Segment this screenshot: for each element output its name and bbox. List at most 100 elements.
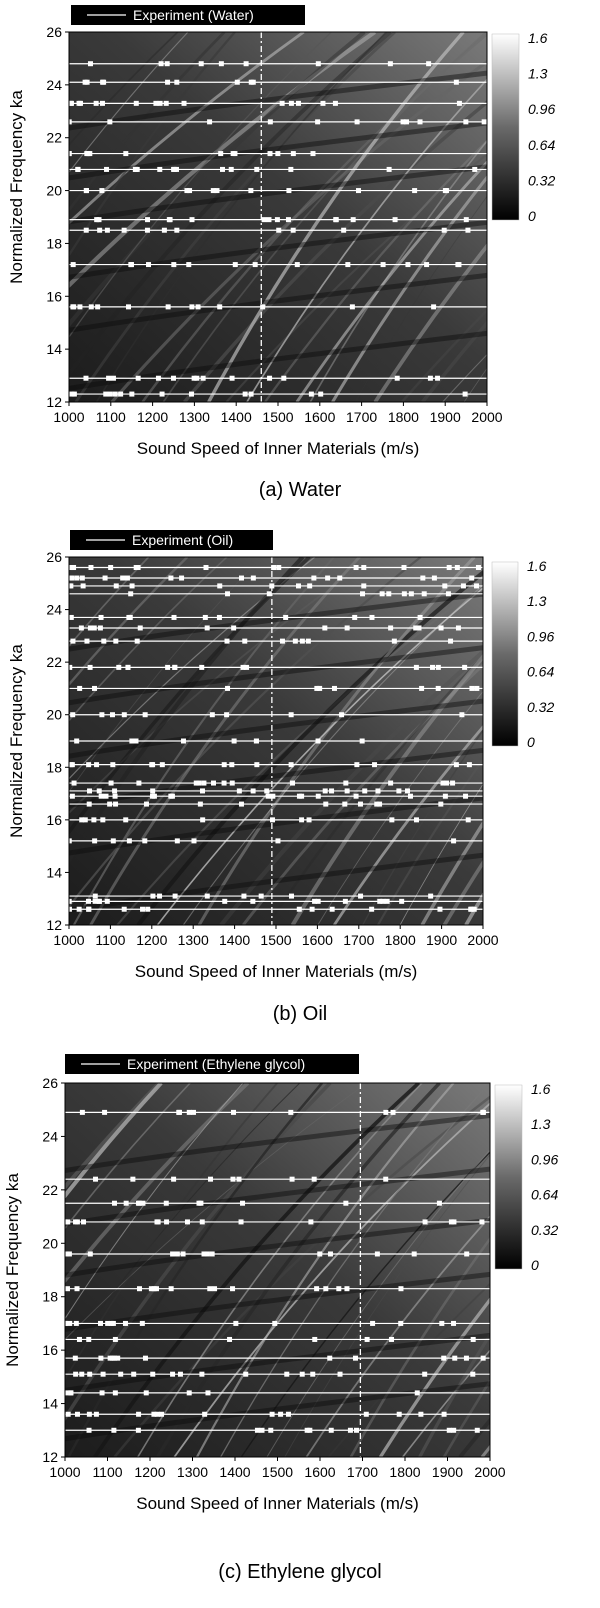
x-tick-label: 2000 [474,1464,505,1480]
experiment-marker [451,1427,457,1433]
experiment-marker [123,1200,129,1206]
experiment-marker [268,1427,274,1433]
experiment-marker [199,1371,205,1377]
experiment-marker [388,625,394,631]
experiment-marker [254,762,260,768]
experiment-marker [209,1251,215,1257]
experiment-marker [86,906,92,912]
experiment-marker [343,1200,349,1206]
experiment-marker [221,762,227,768]
experiment-marker [422,1371,428,1377]
experiment-marker [250,898,256,904]
experiment-marker [107,1355,113,1361]
x-tick-label: 1700 [347,1464,378,1480]
experiment-marker [191,838,197,844]
experiment-marker [69,391,75,397]
x-tick-label: 1000 [53,932,84,948]
x-tick-label: 1100 [92,1464,122,1480]
experiment-marker [224,638,230,644]
experiment-marker [79,1371,85,1377]
experiment-marker [392,217,398,223]
experiment-marker [74,1411,80,1417]
experiment-marker [191,375,197,381]
x-tick-label: 1900 [426,932,457,948]
experiment-marker [269,1411,275,1417]
experiment-marker [84,638,90,644]
experiment-marker [159,391,165,397]
experiment-marker [139,1320,145,1326]
experiment-marker [417,119,423,125]
experiment-marker [189,304,195,310]
experiment-marker [379,591,385,597]
experiment-marker [306,817,312,823]
experiment-marker [204,893,210,899]
experiment-marker [475,565,481,571]
experiment-marker [323,1286,329,1292]
experiment-marker [362,788,368,794]
x-tick-label: 1000 [53,409,84,425]
heatmap-streaks [69,32,487,402]
experiment-marker [310,151,316,157]
experiment-marker [327,1355,333,1361]
experiment-marker [295,583,301,589]
experiment-marker [171,1176,177,1182]
experiment-marker [333,217,339,223]
experiment-marker [66,1251,72,1257]
experiment-marker [451,1219,457,1225]
experiment-marker [67,1320,73,1326]
experiment-marker [307,1427,313,1433]
experiment-marker [431,575,437,581]
experiment-marker [124,575,130,581]
experiment-marker [267,151,273,157]
experiment-marker [88,565,94,571]
experiment-marker [87,788,93,794]
experiment-marker [250,575,256,581]
experiment-marker [450,780,456,786]
y-tick-label: 22 [42,1182,58,1198]
experiment-marker [299,817,305,823]
experiment-marker [133,565,139,571]
experiment-marker [165,79,171,85]
experiment-marker [174,838,180,844]
experiment-marker [94,217,100,223]
experiment-marker [274,217,280,223]
experiment-marker [438,625,444,631]
experiment-marker [480,1109,486,1115]
experiment-marker [112,788,118,794]
y-tick-label: 12 [42,1449,58,1465]
experiment-marker [64,1251,70,1257]
experiment-marker [105,1320,111,1326]
experiment-marker [312,1336,318,1342]
experiment-marker [271,565,277,571]
experiment-marker [474,1427,480,1433]
experiment-marker [86,762,92,768]
experiment-marker [232,262,238,268]
experiment-marker [98,1355,104,1361]
experiment-marker [209,712,215,718]
experiment-marker [278,1411,284,1417]
experiment-marker [168,575,174,581]
experiment-marker [195,304,201,310]
experiment-marker [82,817,88,823]
experiment-marker [168,1286,174,1292]
experiment-marker [70,638,76,644]
experiment-marker [121,227,127,233]
y-tick-label: 12 [46,394,62,410]
experiment-marker [470,1336,476,1342]
experiment-marker [164,1219,170,1225]
experiment-marker [200,817,206,823]
experiment-marker [103,793,109,799]
experiment-marker [332,100,338,106]
experiment-marker [75,166,81,172]
experiment-marker [92,893,98,899]
experiment-marker [224,712,230,718]
experiment-marker [74,575,80,581]
experiment-marker [236,1176,242,1182]
experiment-marker [177,1371,183,1377]
experiment-marker [93,1176,99,1182]
colorbar [494,1084,523,1270]
experiment-marker [404,119,410,125]
experiment-marker [80,583,86,589]
experiment-marker [361,583,367,589]
experiment-marker [455,625,461,631]
